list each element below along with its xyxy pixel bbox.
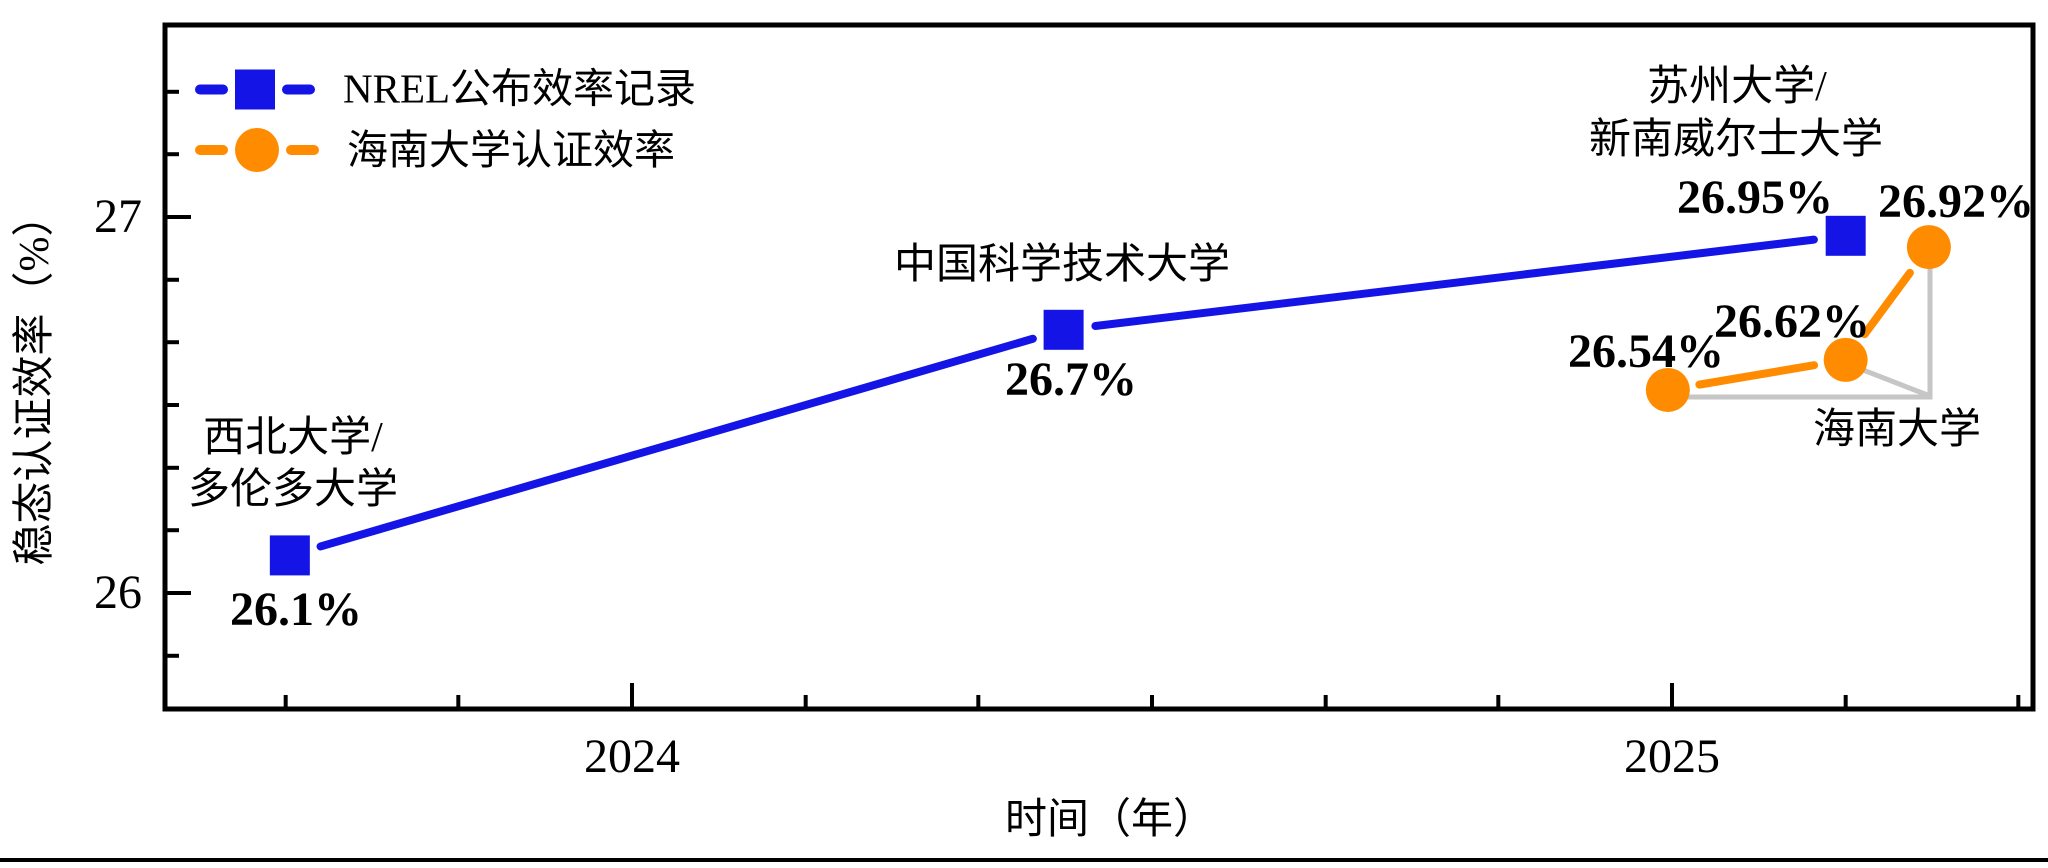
legend-swatch-hainan	[195, 128, 319, 172]
orange-dash-icon	[286, 145, 319, 155]
hainan-connector-line	[1673, 262, 1933, 400]
value-label-26-62: 26.62%	[1714, 295, 1870, 348]
orange-circle-marker-icon	[235, 128, 279, 172]
orange-circle-marker	[1823, 337, 1868, 382]
nrel-series-line	[1091, 235, 1818, 330]
x-tick-label-2025: 2025	[1624, 730, 1720, 783]
blue-dash-icon	[282, 84, 315, 94]
blue-square-marker	[1043, 309, 1084, 350]
orange-dash-icon	[195, 145, 228, 155]
value-label-26-95: 26.95%	[1677, 171, 1833, 224]
value-label-26-1: 26.1%	[230, 583, 362, 636]
x-tick-label-2024: 2024	[584, 730, 680, 783]
legend-label-nrel: NREL公布效率记录	[343, 65, 697, 112]
hainan-series-line	[1695, 361, 1819, 389]
y-axis-title: 稳态认证效率（%）	[12, 194, 58, 566]
annotation-northwestern-line1: 西北大学/	[203, 415, 383, 461]
value-label-26-92: 26.92%	[1878, 175, 2034, 228]
blue-square-marker	[1825, 215, 1866, 256]
value-label-26-54: 26.54%	[1568, 325, 1724, 378]
blue-square-marker	[269, 535, 310, 576]
y-tick-label-26: 26	[94, 566, 142, 619]
blue-square-marker-icon	[235, 69, 275, 109]
legend-swatch-nrel	[195, 69, 315, 109]
orange-circle-marker	[1906, 225, 1951, 270]
annotation-ustc: 中国科学技术大学	[893, 242, 1231, 288]
value-label-26-7: 26.7%	[1005, 353, 1137, 406]
legend-label-hainan: 海南大学认证效率	[347, 126, 675, 173]
hainan-series-line	[1860, 268, 1914, 339]
legend-item-nrel: NREL公布效率记录	[195, 65, 697, 112]
annotation-suzhou-line1: 苏州大学/	[1647, 64, 1827, 110]
page-bottom-rule	[0, 858, 2048, 862]
x-axis-title: 时间（年）	[1004, 797, 1216, 843]
y-tick-label-27: 27	[94, 190, 142, 243]
hainan-connector-line	[1857, 365, 1931, 399]
annotation-suzhou-line2: 新南威尔士大学	[1588, 117, 1884, 163]
nrel-series-line	[316, 334, 1037, 551]
annotation-hainan: 海南大学	[1812, 407, 1982, 453]
plot-frame	[162, 22, 2036, 712]
orange-circle-marker	[1645, 367, 1690, 412]
legend-item-hainan: 海南大学认证效率	[195, 128, 675, 172]
blue-dash-icon	[195, 84, 228, 94]
annotation-northwestern-line2: 多伦多大学	[187, 467, 399, 513]
